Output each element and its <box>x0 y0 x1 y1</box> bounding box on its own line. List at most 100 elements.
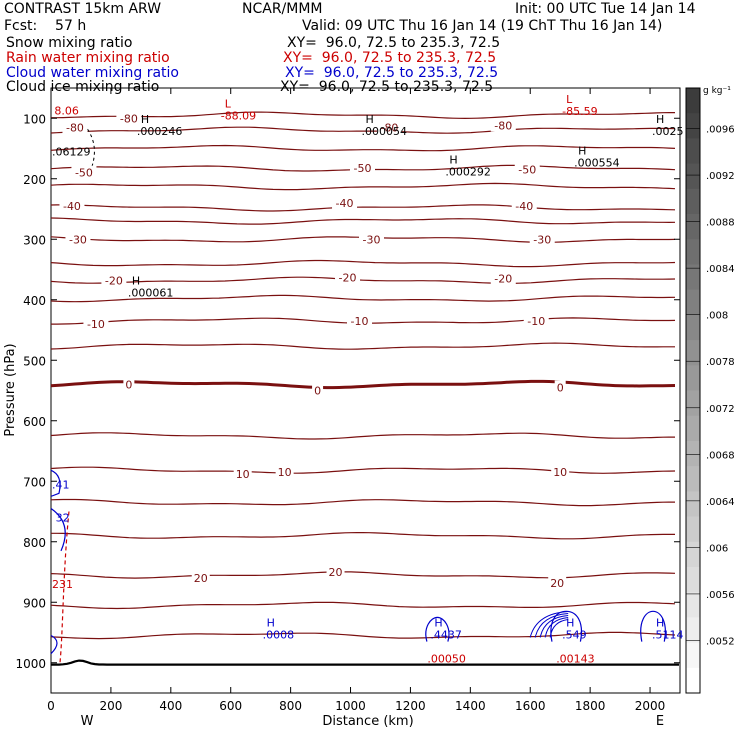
colorbar-label: .0068 <box>706 450 735 461</box>
extremum-value: .0008 <box>263 628 295 641</box>
contour-label: 10 <box>553 466 567 479</box>
cloud-water-contour <box>534 612 569 638</box>
contour-label: -10 <box>87 318 105 331</box>
contour-label-bg <box>523 313 549 327</box>
colorbar-label: .0092 <box>706 171 735 182</box>
edge-label: .41 <box>52 478 70 491</box>
y-tick-label: 700 <box>23 475 46 489</box>
temperature-contour-35 <box>50 631 676 640</box>
colorbar-segment <box>686 214 700 240</box>
contour-label-bg <box>275 465 294 479</box>
contour-label: 20 <box>550 577 564 590</box>
colorbar-segment <box>686 440 700 467</box>
extremum-value: .000061 <box>128 287 174 300</box>
extremum-value: .5114 <box>652 628 684 641</box>
contour-label: -40 <box>63 200 81 213</box>
colorbar-segment <box>686 415 700 442</box>
contour-label: -40 <box>515 200 533 213</box>
contour-label-bg <box>83 316 109 330</box>
colorbar-segment <box>686 642 700 669</box>
contour-label-bg <box>123 377 135 391</box>
x-tick-label: 1800 <box>575 699 606 713</box>
colorbar-label: .0056 <box>706 590 735 601</box>
cloud-water-contour <box>50 469 61 497</box>
contour-label: 0 <box>314 385 321 398</box>
field-snow-name: Snow mixing ratio <box>6 35 133 51</box>
extremum-marker: L <box>566 93 573 106</box>
colorbar-segment <box>686 617 700 644</box>
header-valid-time: Valid: 09 UTC Thu 16 Jan 14 (19 ChT Thu … <box>302 18 663 34</box>
temperature-contour--70 <box>50 126 676 134</box>
extremum-value: .000292 <box>445 166 491 179</box>
edge-label: 8.06 <box>54 104 79 117</box>
x-tick-label: 600 <box>219 699 242 713</box>
extremum-value: .549 <box>562 628 587 641</box>
contour-label: -80 <box>120 112 138 125</box>
x-end-label-right: E <box>656 714 664 729</box>
contour-label-bg <box>551 465 570 479</box>
cloud-water-contour <box>549 618 569 638</box>
extremum-value: .00050 <box>427 653 466 666</box>
cloud-water-contour <box>539 614 569 638</box>
colorbar-segment <box>686 138 700 165</box>
contour-label: 10 <box>236 468 250 481</box>
contour-label: 10 <box>278 466 292 479</box>
colorbar-segment <box>686 592 700 618</box>
temperature-contour-15 <box>50 498 675 507</box>
x-end-label-left: W <box>81 714 94 729</box>
contour-label-bg <box>490 271 516 285</box>
colorbar-frame <box>685 87 701 694</box>
colorbar-label: .0084 <box>706 264 735 275</box>
extremum-marker: H <box>578 145 586 158</box>
extremum-value: .4437 <box>430 628 462 641</box>
x-tick-label: 800 <box>279 699 302 713</box>
contour-label-bg <box>71 165 97 179</box>
contour-label-bg <box>511 198 537 212</box>
temperature-contours <box>50 111 679 666</box>
cloud-water-contour <box>425 616 450 642</box>
contour-label-bg <box>65 232 91 246</box>
field-cloudwater-xy: XY= 96.0, 72.5 to 235.3, 72.5 <box>285 65 499 81</box>
temperature-contour-5 <box>50 432 675 440</box>
extremum-value: -88.09 <box>221 109 256 122</box>
contour-label: 0 <box>125 378 132 391</box>
x-tick-label: 1600 <box>515 699 546 713</box>
extremum-value: .000246 <box>137 125 183 138</box>
y-tick-label: 100 <box>23 112 46 126</box>
x-axis-title: Distance (km) <box>322 714 413 729</box>
contour-label-bg <box>62 120 88 134</box>
edge-label: 32 <box>56 512 70 525</box>
colorbar-segment <box>686 466 700 492</box>
colorbar-segment <box>686 541 700 568</box>
cloud-water-contour <box>50 634 58 655</box>
colorbar-label: .0096 <box>706 125 735 136</box>
cloud-water-contour <box>640 610 666 642</box>
colorbar-segment <box>686 289 700 316</box>
colorbar-segment <box>686 516 700 543</box>
contour-label: -10 <box>527 315 545 328</box>
extremum-marker: H <box>141 113 149 126</box>
contour-label-bg <box>101 273 127 287</box>
contour-label-bg <box>335 270 361 284</box>
extremum-marker: H <box>267 616 275 629</box>
header-model-name: CONTRAST 15km ARW <box>4 1 162 17</box>
y-tick-label: 400 <box>23 294 46 308</box>
contour-label: -80 <box>494 120 512 133</box>
contour-label-bg <box>490 118 516 132</box>
temperature-contour--15 <box>50 294 676 303</box>
contour-label: -50 <box>75 167 93 180</box>
contour-label: 20 <box>194 572 208 585</box>
colorbar-label: .0078 <box>706 357 735 368</box>
temperature-contour-30 <box>50 601 676 610</box>
contour-label-bg <box>548 575 567 589</box>
contour-label: 20 <box>329 566 343 579</box>
temperature-contour--80 <box>51 111 675 120</box>
temperature-contour--25 <box>50 259 676 268</box>
temperature-contour-25 <box>50 571 676 579</box>
colorbar-segment <box>686 365 700 391</box>
header-center: NCAR/MMM <box>242 1 323 17</box>
y-tick-label: 1000 <box>15 657 46 671</box>
contour-label: -10 <box>351 315 369 328</box>
contour-label-bg <box>59 198 85 212</box>
